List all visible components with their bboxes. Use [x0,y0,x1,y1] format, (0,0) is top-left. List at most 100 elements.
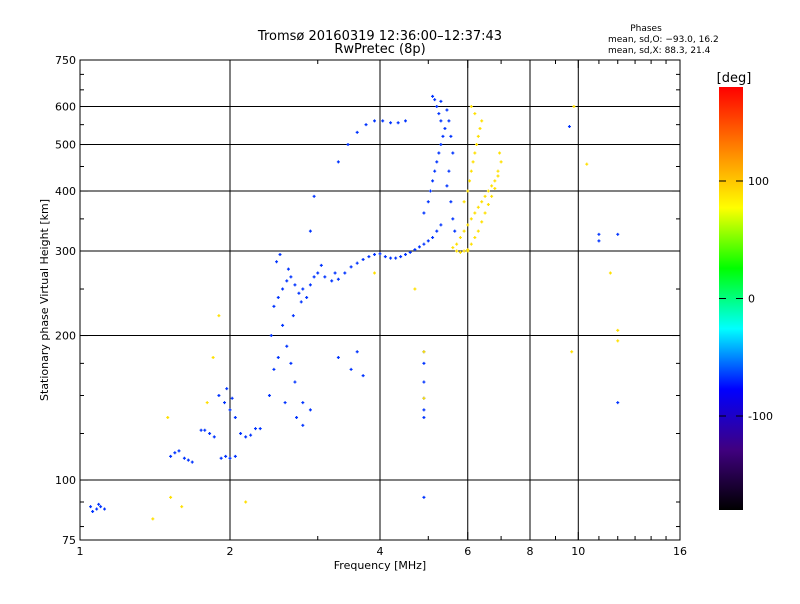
data-point [169,454,173,458]
data-point [361,258,365,262]
data-point-warm [462,200,466,204]
data-point [355,350,359,354]
data-point-warm [217,314,221,318]
data-point [445,184,449,188]
data-point-warm [570,350,574,354]
data-point [449,200,453,204]
data-point [453,229,457,233]
colorbar-ticks: 100 0 -100 [719,175,773,423]
data-point [426,200,430,204]
data-point-warm [480,200,484,204]
chart-title: Tromsø 20160319 12:36:00–12:37:43 [257,29,502,44]
data-point [230,396,234,400]
data-point [399,255,403,259]
data-point [349,367,353,371]
data-point-warm [169,495,173,499]
y-tick-label: 300 [55,245,76,258]
y-tick-label: 100 [55,474,76,487]
stats-line-x: mean, sd,X: 88.3, 21.4 [608,46,711,56]
data-point [364,123,368,127]
data-point [381,119,385,123]
data-point [289,275,293,279]
data-point [281,287,285,291]
data-point [275,260,279,264]
x-tick-label: 2 [227,545,234,558]
data-point [435,105,439,109]
data-point-warm [486,189,490,193]
data-point [431,236,435,240]
data-point [223,401,227,405]
data-point-warm [480,220,484,224]
colorbar-tick-label: -100 [748,410,773,423]
data-point [389,121,393,125]
data-point-warm [616,339,620,343]
data-point [272,367,276,371]
data-point [439,119,443,123]
data-point [293,380,297,384]
colorbar-tick-label: 100 [748,175,769,188]
data-point [99,505,103,509]
grid-lines [80,60,680,540]
data-point [443,126,447,130]
data-point [439,143,443,147]
data-point [437,151,441,155]
data-point [616,232,620,236]
data-point [433,169,437,173]
data-point-warm [496,169,500,173]
y-tick-label: 600 [55,101,76,114]
data-point-warm [493,186,497,190]
data-point [389,256,393,260]
data-point [422,361,426,365]
data-point [349,265,353,269]
data-point [301,287,305,291]
data-point-warm [490,184,494,188]
x-tick-label: 10 [571,545,585,558]
data-point [225,387,229,391]
data-point [276,296,280,300]
data-point [451,151,455,155]
colorbar-label: [deg] [717,71,752,86]
data-point [408,250,412,254]
data-point [291,314,295,318]
data-point [567,125,571,129]
data-point-warm [490,194,494,198]
data-point [293,283,297,287]
data-points [89,94,620,521]
data-point [428,189,432,193]
data-point-warm [572,105,576,109]
data-point [422,408,426,412]
data-point [308,229,312,233]
data-point [597,232,601,236]
data-point [435,160,439,164]
data-point-warm [486,202,490,206]
data-point-warm [466,189,470,193]
data-point-warm [458,250,462,254]
data-point-warm [180,505,184,509]
data-point [367,255,371,259]
data-point [330,279,334,283]
data-point [422,415,426,419]
data-point [373,253,377,257]
data-point [445,108,449,112]
data-point-warm [455,249,459,253]
data-point-warm [469,217,473,221]
data-point [182,456,186,460]
data-point-warm [373,271,377,275]
data-point [103,507,107,511]
data-point-warm [473,236,477,240]
data-point [439,99,443,103]
data-point [333,271,337,275]
data-point [173,451,177,455]
data-point [258,427,262,431]
data-point-warm [469,242,473,246]
x-tick-label: 16 [673,545,687,558]
data-point-warm [466,223,470,227]
data-point [417,245,421,249]
data-point [431,94,435,98]
data-point [285,279,289,283]
x-axis-label: Frequency [MHz] [334,559,426,572]
data-point-warm [499,160,503,164]
data-point [212,435,216,439]
data-point [239,432,243,436]
data-point [422,211,426,215]
